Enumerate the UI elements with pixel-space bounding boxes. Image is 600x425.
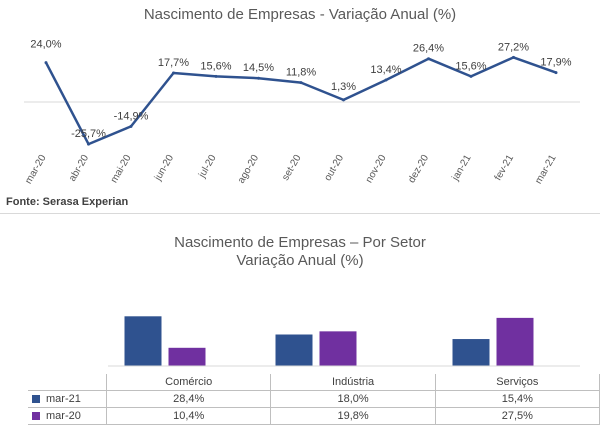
- data-point: [512, 55, 515, 59]
- bar: [496, 317, 534, 366]
- bar-chart-title: Nascimento de Empresas – Por Setor: [174, 234, 426, 251]
- bar: [168, 347, 206, 366]
- data-table: Comércio Indústria Serviços mar-21 28,4%…: [28, 374, 600, 425]
- bar: [319, 331, 357, 366]
- x-tick-label: ago-20: [236, 153, 261, 186]
- bar-chart-panel: Nascimento de Empresas – Por Setor Varia…: [0, 228, 600, 425]
- line-chart-panel: Nascimento de Empresas - Variação Anual …: [0, 0, 600, 210]
- x-tick-label: abr-20: [67, 153, 91, 184]
- x-tick-label: nov-20: [364, 153, 389, 185]
- panel-divider: [0, 213, 600, 214]
- legend-label: mar-21: [46, 393, 81, 405]
- table-cell: 10,4%: [105, 407, 272, 425]
- data-point: [87, 142, 90, 146]
- data-label: 11,8%: [286, 67, 317, 79]
- category-label: Serviços: [434, 374, 600, 391]
- x-tick-label: mar-21: [533, 153, 559, 186]
- source-note: Fonte: Serasa Experian: [6, 196, 129, 208]
- data-label: 17,9%: [540, 57, 571, 69]
- data-point: [214, 74, 218, 78]
- table-cell: 27,5%: [434, 407, 600, 425]
- line-chart-title: Nascimento de Empresas - Variação Anual …: [143, 6, 457, 23]
- x-tick-label: jan-21: [450, 153, 474, 184]
- data-label: 24,0%: [30, 39, 61, 51]
- data-label: 13,4%: [370, 64, 401, 76]
- data-table-row: mar-20 10,4% 19,8% 27,5%: [28, 407, 600, 425]
- data-point: [469, 74, 473, 78]
- x-tick-label: out-20: [322, 153, 346, 183]
- bar-chart-subtitle: Variação Anual (%): [236, 252, 364, 269]
- x-tick-label: mai-20: [109, 153, 134, 185]
- data-label: 17,7%: [158, 57, 189, 69]
- table-cell: 19,8%: [270, 407, 436, 425]
- x-tick-label: dez-20: [406, 153, 431, 185]
- category-label: Indústria: [270, 374, 436, 391]
- data-label: 27,2%: [498, 41, 529, 53]
- data-table-header-row: Comércio Indústria Serviços: [28, 374, 600, 391]
- data-label: 15,6%: [455, 60, 486, 72]
- x-tick-label: jul-20: [196, 153, 218, 181]
- data-point: [384, 78, 388, 82]
- data-label: -25,7%: [71, 128, 106, 140]
- bar-chart: [108, 316, 580, 367]
- table-cell: 18,0%: [270, 390, 436, 408]
- category-label: Comércio: [105, 374, 272, 391]
- data-label: -14,9%: [114, 110, 149, 122]
- data-point: [44, 61, 48, 65]
- line-chart: 24,0% -25,7% -14,9% 17,7% 15,6% 14,5% 11,8% 1,3…: [23, 39, 580, 186]
- data-point: [257, 76, 260, 80]
- legend-swatch: [32, 395, 40, 404]
- bar: [452, 339, 490, 366]
- x-tick-label: mar-20: [23, 153, 49, 186]
- x-tick-label: set-20: [280, 153, 304, 183]
- table-cell: 15,4%: [434, 390, 600, 408]
- data-table-row: mar-21 28,4% 18,0% 15,4%: [28, 390, 600, 408]
- data-label: 15,6%: [200, 60, 231, 72]
- bar: [275, 334, 313, 366]
- data-label: 14,5%: [243, 62, 274, 74]
- data-label: 26,4%: [413, 43, 444, 55]
- data-label: 1,3%: [331, 81, 356, 93]
- data-point: [129, 124, 133, 128]
- data-point: [554, 71, 558, 75]
- data-point: [299, 81, 303, 85]
- data-point: [172, 71, 175, 75]
- x-tick-label: fev-21: [493, 153, 517, 183]
- data-point: [427, 57, 430, 61]
- data-point: [342, 98, 345, 102]
- bar: [124, 316, 162, 366]
- table-cell: 28,4%: [105, 390, 272, 408]
- legend-label: mar-20: [46, 410, 81, 422]
- legend-swatch: [32, 412, 40, 421]
- x-tick-label: jun-20: [152, 153, 176, 184]
